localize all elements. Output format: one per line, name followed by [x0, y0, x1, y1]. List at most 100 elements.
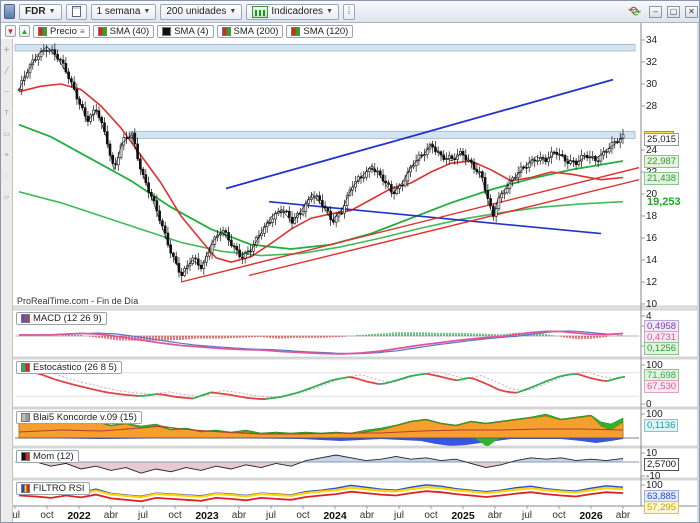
time-axis-month-label: abr: [359, 510, 375, 521]
candle-body: [401, 184, 404, 187]
axis-tick-label: 4: [646, 311, 652, 322]
stoch-line-segment: [300, 388, 308, 393]
legend-sma4[interactable]: SMA (4): [157, 25, 214, 38]
candle-body: [414, 160, 418, 166]
stoch-line-segment: [84, 386, 92, 390]
stoch-line-segment: [126, 394, 134, 397]
indicators-chart-icon: [252, 5, 269, 18]
legend-sma200[interactable]: SMA (200): [216, 25, 284, 38]
time-axis-month-label: abr: [231, 510, 247, 521]
timeframe-select[interactable]: 1 semana ▼: [90, 3, 157, 20]
stoch-line-segment: [384, 381, 392, 385]
stoch-line-segment: [468, 377, 476, 381]
time-axis-month-label: abr: [103, 510, 119, 521]
indicator-title-mom[interactable]: Mom (12): [16, 450, 79, 463]
candle-body: [489, 198, 492, 207]
indicator-title-macd[interactable]: MACD (12 26 9): [16, 312, 107, 325]
price-value-label: 63,885: [644, 490, 680, 503]
stoch-line-segment: [66, 381, 74, 386]
stoch-line-segment: [378, 382, 386, 385]
time-axis-month-label: oct: [296, 510, 310, 521]
more-tools-button[interactable]: ⁞: [343, 3, 355, 20]
stoch-line-segment: [288, 392, 296, 396]
fib-tool-icon: ≡: [4, 152, 9, 159]
axis-tick-label: 18: [646, 211, 658, 222]
stoch-line-segment: [96, 389, 104, 393]
order-green-button[interactable]: ▲: [19, 25, 30, 37]
stoch-line-segment: [558, 374, 566, 378]
candle-body: [271, 218, 275, 223]
candle-body: [194, 257, 197, 260]
candle-body: [390, 184, 393, 193]
indicator-title-label: FILTRO RSI: [33, 483, 85, 494]
candle-body: [505, 188, 509, 194]
minimize-button[interactable]: –: [649, 5, 662, 18]
candle-body: [381, 174, 385, 182]
momentum-area-negative: [19, 462, 623, 474]
axis-tick-label: 20: [646, 189, 658, 200]
hline-tool-icon: ─: [4, 89, 9, 96]
indicator-title-stoch[interactable]: Estocástico (26 8 5): [16, 361, 122, 374]
indicator-title-konc[interactable]: Blai5 Koncorde v.09 (15): [16, 411, 142, 424]
order-red-button[interactable]: ▼: [5, 25, 16, 37]
axis-tick-label: 100: [646, 360, 663, 371]
axis-tick-label: 28: [646, 101, 658, 112]
time-axis-month-label: oct: [40, 510, 54, 521]
drawing-toolbar[interactable]: ✛ ╱ ─ T ▭ ≡ ◌ ▱: [1, 39, 13, 522]
legend-price[interactable]: Precio ≡: [33, 25, 90, 38]
candle-body: [241, 256, 244, 259]
candle-body: [561, 154, 564, 156]
maximize-button[interactable]: ▢: [667, 5, 680, 18]
axis-tick-label: 16: [646, 233, 658, 244]
units-select[interactable]: 200 unidades ▼: [160, 3, 243, 20]
candle-body: [166, 232, 170, 246]
trendline: [180, 166, 640, 283]
stoch-line-segment: [618, 375, 626, 379]
candle-body: [155, 200, 159, 212]
stoch-line-segment: [366, 380, 374, 384]
indicator-title-label: MACD (12 26 9): [33, 313, 102, 324]
price-value-label: 25,015: [644, 132, 680, 146]
stoch-line-segment: [534, 382, 542, 387]
panel-divider: [1, 305, 698, 311]
time-axis-year-label: 2022: [67, 510, 91, 522]
indicators-button[interactable]: Indicadores ▼: [246, 3, 339, 20]
candle-body: [279, 211, 283, 214]
legend-sma120[interactable]: SMA (120): [286, 25, 354, 38]
candle-body: [387, 182, 390, 185]
refresh-icon[interactable]: ⟲ ⟳: [628, 5, 644, 19]
candle-body: [163, 225, 167, 234]
stoch-line-segment: [204, 391, 212, 396]
stoch-line-segment: [282, 394, 290, 398]
stoch-line-segment: [552, 375, 560, 380]
candle-body: [326, 207, 330, 212]
stoch-line-segment: [342, 376, 350, 379]
candle-body: [447, 155, 451, 159]
axis-tick-label: 10: [646, 448, 658, 459]
stoch-line-segment: [270, 396, 278, 400]
candle-body: [566, 160, 570, 164]
candle-body: [208, 252, 211, 257]
stoch-line-segment: [42, 374, 50, 379]
stoch-line-segment: [324, 379, 332, 384]
candle-body: [340, 212, 343, 215]
stoch-line-segment: [528, 385, 536, 390]
price-value-label: 0,1136: [644, 419, 679, 432]
candle-body: [37, 56, 40, 61]
close-button[interactable]: ✕: [685, 5, 698, 18]
candle-body: [533, 159, 537, 162]
document-button[interactable]: [65, 3, 87, 20]
candle-body: [45, 50, 48, 52]
stoch-line-segment: [144, 394, 152, 397]
indicator-title-rsi[interactable]: FILTRO RSI: [16, 482, 90, 495]
timeframe-label: 1 semana: [96, 6, 141, 17]
candle-body: [478, 171, 481, 173]
candle-body: [621, 134, 625, 139]
stoch-line-segment: [222, 392, 230, 396]
legend-sma40[interactable]: SMA (40): [92, 25, 155, 38]
sma40-icon: [97, 27, 107, 36]
stoch-line-segment: [186, 397, 194, 400]
symbol-select[interactable]: FDR ▼: [19, 3, 62, 20]
